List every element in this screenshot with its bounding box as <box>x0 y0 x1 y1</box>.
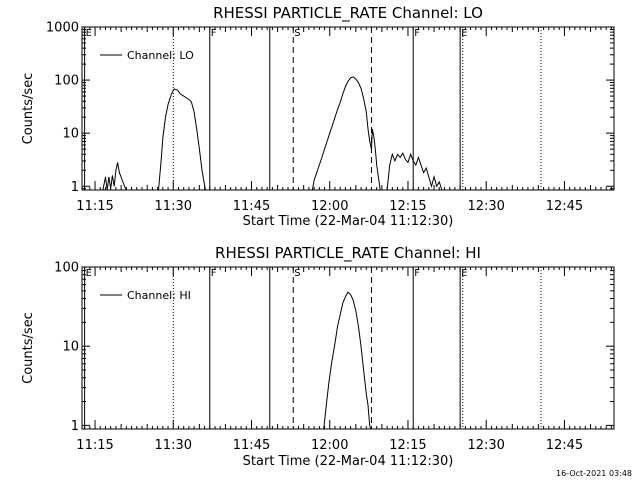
series-line-segment <box>323 291 372 430</box>
event-marker-label: E <box>86 28 92 39</box>
x-tick-label: 12:45 <box>546 438 583 453</box>
event-marker-label: F <box>211 28 217 39</box>
x-axis-label: Start Time (22-Mar-04 11:12:30) <box>243 454 454 469</box>
event-marker-label: E <box>86 268 92 279</box>
y-tick-label: 1 <box>71 419 79 434</box>
x-tick-label: 11:15 <box>76 199 113 214</box>
y-tick-label: 1000 <box>46 21 79 36</box>
x-tick-label: 12:15 <box>389 438 426 453</box>
event-marker-label: S <box>294 28 300 39</box>
timestamp-label: 16-Oct-2021 03:48 <box>556 469 632 478</box>
series-line-segment <box>311 76 381 191</box>
series-line-segment <box>158 88 206 191</box>
x-tick-label: 11:30 <box>155 199 192 214</box>
x-tick-label: 12:30 <box>467 438 504 453</box>
event-marker-label: E <box>461 28 467 39</box>
chart-title: RHESSI PARTICLE_RATE Channel: LO <box>213 4 483 23</box>
plot-frame <box>81 266 615 430</box>
legend-label: Channel: LO <box>127 49 194 62</box>
x-tick-label: 11:45 <box>233 199 270 214</box>
y-tick-label: 1 <box>71 180 79 195</box>
x-tick-label: 12:45 <box>546 199 583 214</box>
x-tick-label: 11:15 <box>76 438 113 453</box>
x-tick-label: 12:15 <box>389 199 426 214</box>
plot-frame <box>81 26 615 191</box>
y-tick-label: 10 <box>62 127 79 142</box>
x-tick-label: 11:30 <box>155 438 192 453</box>
series-line-segment <box>102 162 127 191</box>
legend-label: Channel: HI <box>127 289 191 302</box>
y-tick-label: 100 <box>54 261 79 276</box>
event-marker-label: F <box>211 268 217 279</box>
y-axis-label: Counts/sec <box>21 312 36 384</box>
panel-2: RHESSI PARTICLE_RATE Channel: HI E F S F E 1 10… <box>21 244 615 469</box>
series-line-segment <box>386 152 443 191</box>
y-tick-label: 100 <box>54 74 79 89</box>
event-marker-label: S <box>294 268 300 279</box>
x-tick-label: 12:00 <box>311 199 348 214</box>
x-axis-label: Start Time (22-Mar-04 11:12:30) <box>243 214 454 229</box>
event-marker-label: F <box>414 268 420 279</box>
event-marker-label: E <box>461 268 467 279</box>
y-axis-label: Counts/sec <box>21 73 36 145</box>
x-tick-label: 12:30 <box>467 199 504 214</box>
event-marker-label: F <box>414 28 420 39</box>
x-tick-label: 12:00 <box>311 438 348 453</box>
x-tick-label: 11:45 <box>233 438 270 453</box>
panel-1: RHESSI PARTICLE_RATE Channel: LO E F S F E 1 10… <box>21 4 615 229</box>
y-tick-label: 10 <box>62 340 79 355</box>
chart-title: RHESSI PARTICLE_RATE Channel: HI <box>215 244 481 263</box>
